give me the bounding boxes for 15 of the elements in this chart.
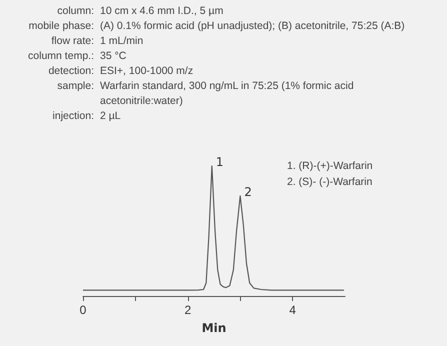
x-tick-label: 4 (289, 303, 296, 317)
annotation: 2 (244, 184, 252, 199)
text: column: 10 cm x 4.6 mm I.D., 5 µm (56, 4, 224, 19)
x-tick-label: 0 (80, 303, 87, 317)
text: flow rate: 1 mL/min (50, 34, 144, 49)
text: mobile phase: (A) 0.1% formic acid (pH unadjusted); (B) acetonitrile, 75:25 (A:B) (28, 19, 406, 34)
x-tick-label: 2 (184, 303, 192, 317)
text: column temp.: 35 °C (27, 49, 128, 64)
text: detection: ESI+, 100-1000 m/z (47, 64, 194, 79)
annotation: 2. (S)- (-)-Warfarin (287, 175, 373, 190)
text: injection: 2 µL (52, 109, 122, 124)
text: sample: Warfarin standard, 300 ng/mL in 75:25 (1% formic acid acetonitrile:water) (56, 79, 355, 109)
annotation: 1 (216, 155, 224, 169)
annotation: 1. (R)-(+)-Warfarin (287, 159, 373, 174)
x-axis-title: Min (202, 321, 226, 335)
